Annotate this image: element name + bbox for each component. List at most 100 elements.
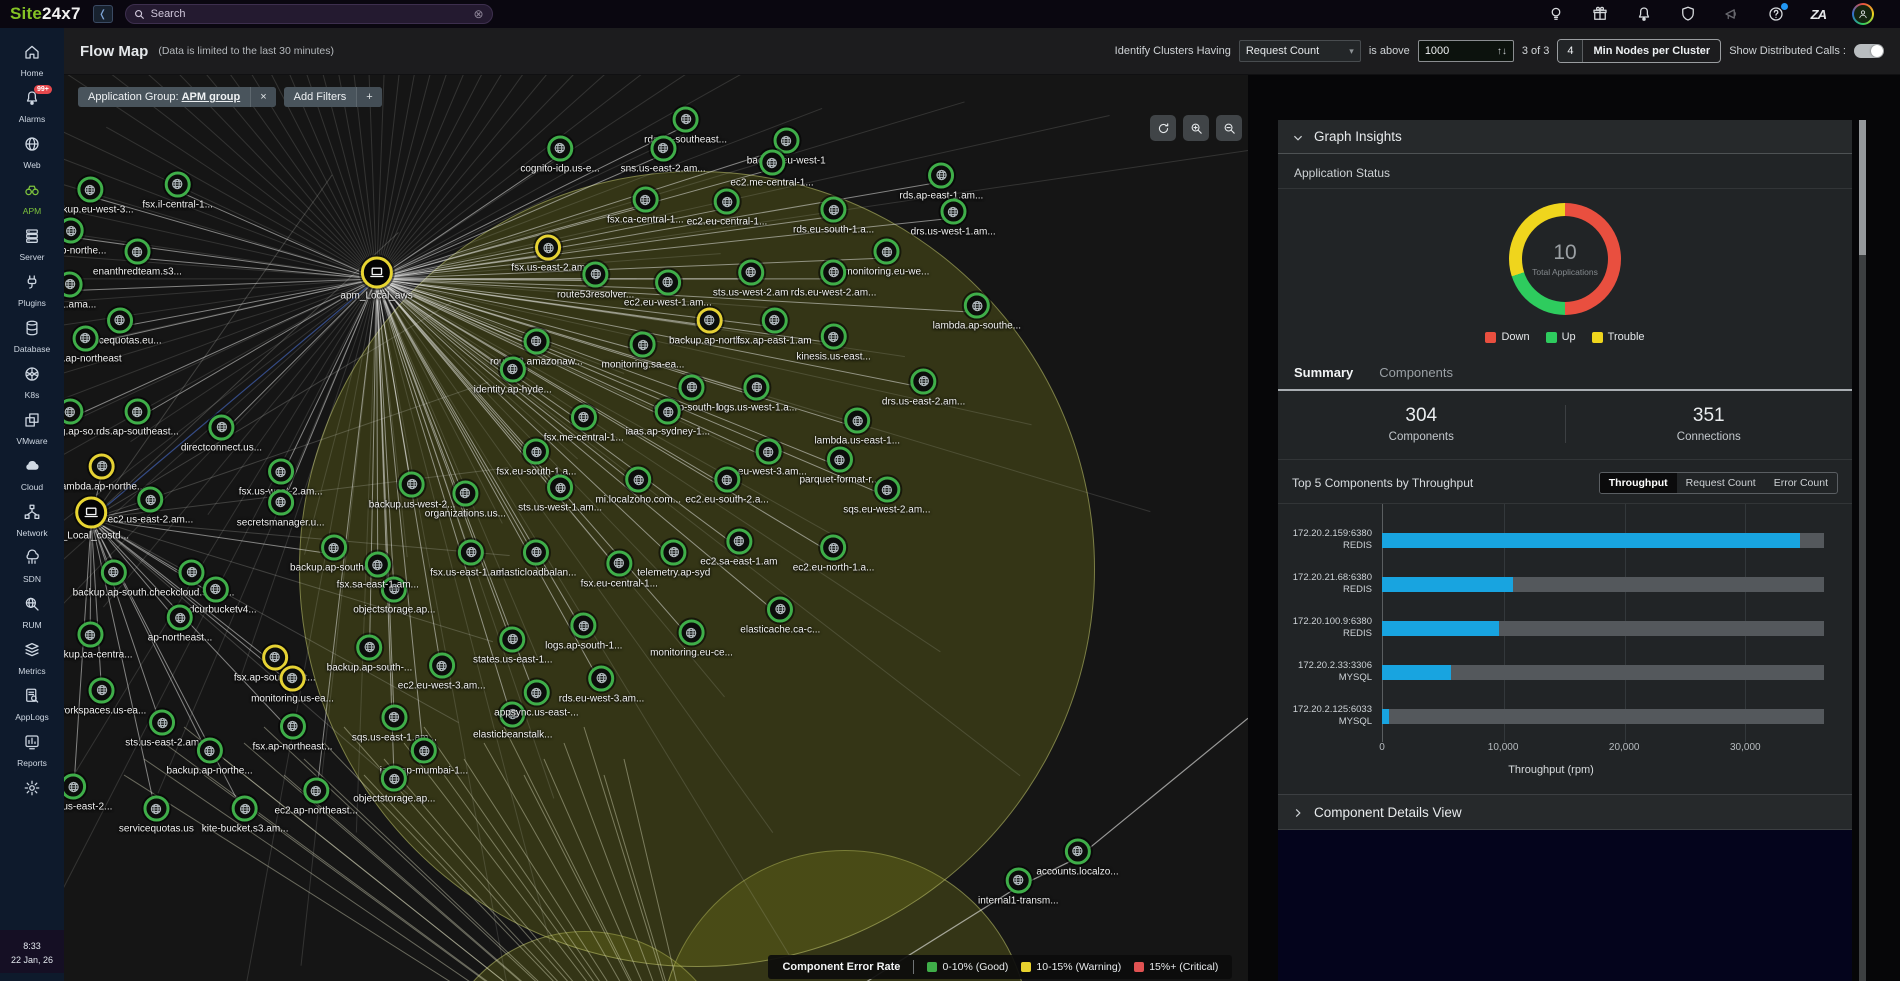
flow-map-node[interactable]: lambda.ap-northe... <box>64 453 145 492</box>
zoom-out-button[interactable] <box>1216 115 1242 141</box>
bell-icon[interactable] <box>1635 5 1653 23</box>
zoho-assist-icon[interactable]: ZA <box>1810 6 1827 22</box>
help-icon[interactable] <box>1767 3 1788 23</box>
flow-map-node[interactable]: backup.ap-south-... <box>327 634 412 673</box>
refresh-button[interactable] <box>1150 115 1176 141</box>
flow-map-node[interactable]: logs.us-west-1.a... <box>716 374 797 413</box>
mode-request-count[interactable]: Request Count <box>1677 473 1765 493</box>
flow-map-node[interactable]: workspaces.us-ea... <box>64 677 146 716</box>
flow-map-node[interactable]: parquet-format-r... <box>800 446 880 486</box>
flow-map-hub-node[interactable]: apm_Local_aws <box>340 256 413 301</box>
flow-map-node[interactable]: ec2.eu-west-3.am... <box>398 652 486 692</box>
flow-map-node[interactable]: telemetry.ap-syd <box>637 539 710 578</box>
flow-map-node[interactable]: bda.ap-northe... <box>64 217 106 257</box>
global-search[interactable]: ⊗ <box>124 4 493 24</box>
sidebar-item-settings[interactable] <box>0 774 64 808</box>
flow-map-node[interactable]: x.eu-west-3.am... <box>730 438 807 478</box>
flow-map-node[interactable]: route53.amazonaw... <box>490 328 583 367</box>
flow-map-node[interactable]: secretsmanager.u... <box>237 489 325 528</box>
flow-map-node[interactable]: backup.ca-centra... <box>64 621 133 661</box>
flow-map-node[interactable]: appsync.us-east-... <box>494 679 579 719</box>
application-group-filter-text[interactable]: Application Group: APM group <box>88 91 241 103</box>
status-donut[interactable]: 10 Total Applications <box>1509 203 1621 315</box>
sidebar-item-rum[interactable]: RUM <box>0 590 64 636</box>
bar-fill[interactable] <box>1382 532 1800 548</box>
flow-map-node[interactable]: logs.ap-south-1... <box>545 612 622 652</box>
flow-map-node[interactable]: fsx.me-central-1... <box>544 404 624 443</box>
threshold-field[interactable]: ↑↓ <box>1417 40 1514 62</box>
flow-map-node[interactable]: fsx.us-east-2.am <box>511 234 585 274</box>
flow-map-node[interactable]: rds.ap-east-1.am... <box>899 162 983 201</box>
flow-map-node[interactable]: backup.ap-south... <box>73 559 155 598</box>
flow-map-node[interactable]: monitoring.eu-we... <box>844 238 929 278</box>
tab-components[interactable]: Components <box>1379 365 1453 380</box>
flow-map-node[interactable]: rds.eu-west-2.am... <box>791 259 876 298</box>
flow-map-node[interactable]: rds.ap-southeast... <box>96 398 179 438</box>
flow-map-node[interactable]: elasticbeanstalk... <box>473 701 552 740</box>
flow-map-node[interactable]: backup.eu-west-3... <box>64 176 134 216</box>
flow-map-node[interactable]: lambda.us-east-1... <box>814 407 900 447</box>
flow-map-node[interactable]: iaas.ap-sydney-1... <box>626 398 710 438</box>
flow-map-node[interactable]: rds.ap-northeast <box>64 325 122 364</box>
flow-map-node[interactable]: sts.us-west-1.am... <box>518 474 602 514</box>
flow-map-hub-node[interactable]: m_Local_costd... <box>64 496 129 541</box>
min-nodes-control[interactable]: 4 Min Nodes per Cluster <box>1557 39 1722 63</box>
flow-map-node[interactable]: drs.us-west-1.am... <box>911 198 996 238</box>
flow-map-node[interactable]: elasticache.ca-c... <box>740 596 820 635</box>
flow-map-node[interactable]: directconnect.us... <box>181 414 262 453</box>
application-group-filter-chip[interactable]: Application Group: APM group × <box>78 87 276 107</box>
flow-map-node[interactable]: enanthredteam.s3... <box>93 238 182 278</box>
sidebar-item-cloud[interactable]: Cloud <box>0 452 64 498</box>
sidebar-item-alarms[interactable]: Alarms 99+ <box>0 84 64 130</box>
flow-map-node[interactable]: fsx.ap-east-1.am <box>737 307 812 346</box>
flow-map-node[interactable]: monitoring.us-ea... <box>251 665 334 704</box>
flow-map-node[interactable]: fsx.eu-central-1... <box>581 550 658 589</box>
distributed-calls-toggle[interactable] <box>1854 44 1884 58</box>
cluster-metric-select[interactable]: Request Count ▾ <box>1238 40 1361 62</box>
flow-map-node[interactable]: fsx.ca-central-1... <box>607 186 684 226</box>
flow-map-node[interactable]: sqs.us-east-1.am... <box>352 704 437 743</box>
flow-map-node[interactable]: backup.ap-north... <box>669 307 750 346</box>
flow-map-node[interactable]: ec2.eu-central-1... <box>687 188 767 228</box>
flow-map-node[interactable]: ec2.ap-northeast... <box>274 777 358 817</box>
bar-fill[interactable] <box>1382 708 1389 724</box>
flow-map-node[interactable]: mbda.us-east-2... <box>64 773 112 813</box>
flow-map-node[interactable]: checkcloud.s3.us... <box>149 559 234 598</box>
flow-map-node[interactable]: accounts.localzo... <box>1036 838 1119 877</box>
sidebar-item-network[interactable]: Network <box>0 498 64 544</box>
flow-map-node[interactable]: ec2.sa-east-1.am <box>700 528 778 567</box>
flow-map-node[interactable]: ec2.eu-south-2.a... <box>685 466 769 506</box>
zoom-in-button[interactable] <box>1183 115 1209 141</box>
flow-map-node[interactable]: ast-1.ama... <box>64 271 96 310</box>
shield-icon[interactable] <box>1679 5 1697 23</box>
sidebar-item-database[interactable]: Database <box>0 314 64 360</box>
application-group-value[interactable]: APM group <box>181 91 241 103</box>
tab-summary[interactable]: Summary <box>1294 365 1354 380</box>
flow-map-node[interactable]: organizations.us... <box>425 480 506 519</box>
flow-map-node[interactable]: elasticloadbalan... <box>496 539 576 578</box>
flow-map-node[interactable]: fsx.il-central-1... <box>142 171 213 210</box>
flow-map-node[interactable]: prodcurbucketv4... <box>174 576 257 615</box>
sidebar-item-web[interactable]: Web <box>0 130 64 176</box>
flow-map-node[interactable]: itoring.ap-so... <box>64 398 102 438</box>
add-filter-plus-icon[interactable]: + <box>356 87 382 107</box>
flow-map-node[interactable]: ec2.me-central-1... <box>730 149 814 189</box>
component-details-view-header[interactable]: Component Details View <box>1278 794 1852 830</box>
flow-map-node[interactable]: iaas.ap-mumbai-1... <box>380 737 468 777</box>
flow-map-node[interactable]: ec2.us-east-2.am... <box>108 486 193 526</box>
flow-map-node[interactable]: monitoring.sa-ea... <box>602 331 684 371</box>
collapse-sidebar-icon[interactable]: ❬ <box>92 5 113 23</box>
flow-map-node[interactable]: kinesis.us-east... <box>796 323 871 363</box>
remove-filter-icon[interactable]: × <box>250 87 276 107</box>
flow-map-node[interactable]: sns.us-east-2.am... <box>621 135 706 174</box>
flow-map-node[interactable]: backup.ap-southe... <box>290 534 378 574</box>
sidebar-item-apm[interactable]: APM <box>0 176 64 222</box>
bar-fill[interactable] <box>1382 620 1500 636</box>
flow-map-node[interactable]: kite-bucket.s3.am... <box>202 795 288 835</box>
megaphone-icon[interactable] <box>1723 5 1741 23</box>
add-filters-chip[interactable]: Add Filters + <box>283 87 382 107</box>
flow-map-node[interactable]: ec2.eu-north-1.a... <box>793 534 874 574</box>
flow-map-node[interactable]: fsx.ap-northeast... <box>252 713 333 752</box>
flow-map-node[interactable]: drs.us-east-2.am... <box>882 368 965 407</box>
graph-insights-header[interactable]: Graph Insights <box>1278 120 1852 154</box>
